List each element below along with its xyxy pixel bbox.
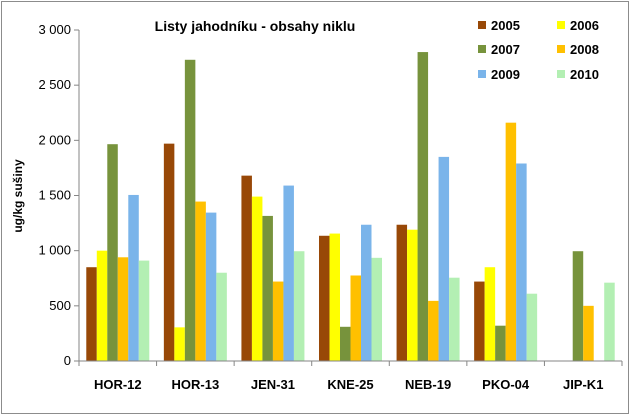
legend-swatch bbox=[557, 70, 565, 78]
y-axis-ticks: 0 500 1 000 1 500 2 000 2 500 3 000 bbox=[38, 22, 79, 368]
legend-label: 2007 bbox=[491, 42, 520, 57]
bar bbox=[163, 143, 175, 361]
legend-label: 2009 bbox=[491, 67, 520, 82]
bar bbox=[449, 277, 460, 361]
x-tick-label: JEN-31 bbox=[251, 377, 295, 392]
legend-label: 2005 bbox=[491, 18, 520, 33]
bar bbox=[117, 257, 129, 361]
bar bbox=[283, 185, 294, 361]
chart-title: Listy jahodníku - obsahy niklu bbox=[155, 18, 356, 34]
y-tick-label: 2 500 bbox=[38, 77, 71, 92]
bar bbox=[251, 196, 263, 361]
bar bbox=[604, 282, 615, 361]
y-tick-label: 500 bbox=[49, 298, 71, 313]
bar bbox=[516, 163, 527, 361]
bar bbox=[417, 52, 429, 362]
legend: 2005 2006 2007 2008 2009 2010 bbox=[478, 18, 599, 82]
legend-swatch bbox=[478, 70, 486, 78]
bar-series bbox=[86, 52, 615, 362]
bar bbox=[216, 272, 227, 361]
y-tick-label: 2 000 bbox=[38, 132, 71, 147]
bar bbox=[293, 251, 305, 361]
x-tick-label: KNE-25 bbox=[327, 377, 373, 392]
legend-swatch bbox=[557, 21, 565, 29]
bar bbox=[329, 233, 340, 361]
y-tick-label: 1 000 bbox=[38, 243, 71, 258]
bar bbox=[438, 156, 450, 361]
bar bbox=[583, 305, 594, 361]
x-axis-labels: HOR-12 HOR-13 JEN-31 KNE-25 NEB-19 PKO-04 JIP-… bbox=[94, 377, 604, 392]
bar bbox=[526, 293, 538, 361]
bar bbox=[272, 281, 284, 361]
bar bbox=[484, 267, 496, 361]
y-axis-label: ug/kg sušiny bbox=[11, 159, 25, 233]
bar bbox=[184, 59, 196, 361]
bar bbox=[319, 235, 330, 361]
legend-swatch bbox=[478, 45, 486, 53]
bar bbox=[205, 212, 217, 361]
bar bbox=[262, 215, 273, 361]
bar bbox=[195, 201, 206, 361]
y-tick-label: 0 bbox=[64, 353, 71, 368]
bar bbox=[505, 122, 517, 362]
bar bbox=[371, 257, 382, 361]
axes bbox=[78, 30, 623, 366]
bar bbox=[241, 175, 252, 361]
bar bbox=[361, 224, 372, 361]
legend-swatch bbox=[557, 45, 565, 53]
x-tick-label: HOR-13 bbox=[172, 377, 220, 392]
x-tick-label: NEB-19 bbox=[405, 377, 451, 392]
y-tick-label: 1 500 bbox=[38, 188, 71, 203]
bar bbox=[96, 250, 108, 361]
bar bbox=[572, 251, 584, 361]
legend-swatch bbox=[478, 21, 486, 29]
x-tick-label: HOR-12 bbox=[94, 377, 142, 392]
bar bbox=[86, 267, 97, 361]
bar bbox=[107, 144, 118, 361]
bar bbox=[474, 281, 485, 361]
bar bbox=[396, 224, 408, 361]
bar bbox=[138, 260, 150, 361]
bar bbox=[495, 325, 506, 361]
x-tick-label: JIP-K1 bbox=[563, 377, 603, 392]
x-tick-label: PKO-04 bbox=[482, 377, 530, 392]
legend-label: 2010 bbox=[570, 67, 599, 82]
legend-label: 2006 bbox=[570, 18, 599, 33]
legend-label: 2008 bbox=[570, 42, 599, 57]
bar bbox=[428, 300, 439, 361]
bar bbox=[407, 229, 418, 361]
bar bbox=[128, 194, 139, 361]
bar bbox=[340, 326, 351, 361]
y-tick-label: 3 000 bbox=[38, 22, 71, 37]
bar bbox=[174, 327, 185, 361]
bar bbox=[350, 275, 361, 361]
